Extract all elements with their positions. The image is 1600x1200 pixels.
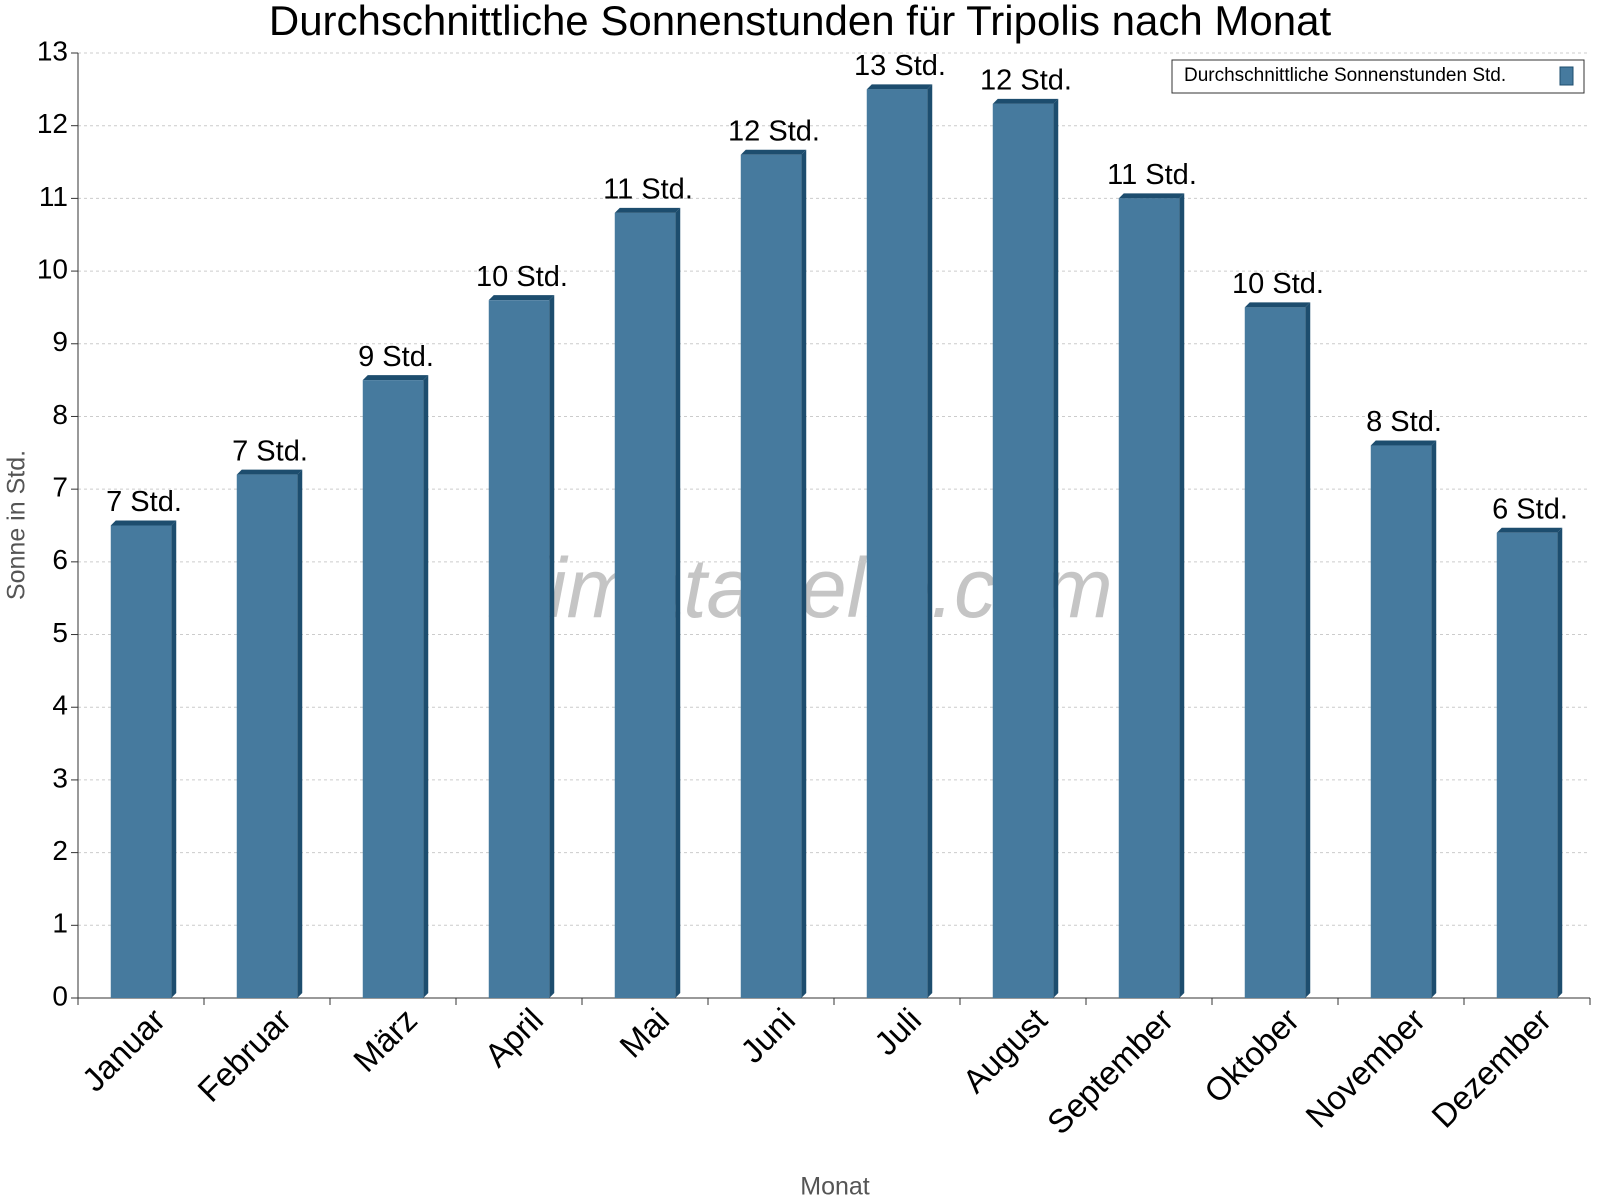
legend: Durchschnittliche Sonnenstunden Std.: [1171, 59, 1585, 94]
y-tick-label: 10: [37, 253, 68, 284]
bar-side: [1557, 527, 1563, 998]
bar-top: [1118, 193, 1185, 199]
bar-top: [992, 98, 1059, 104]
y-axis-title: Sonne in Std.: [3, 450, 31, 600]
bar-top: [1370, 440, 1437, 446]
bar: [236, 474, 298, 999]
y-tick-label: 9: [52, 326, 68, 357]
bar: [110, 525, 172, 998]
y-tick-label: 11: [39, 181, 68, 212]
x-axis-title: Monat: [800, 1173, 870, 1200]
y-tick-label: 6: [52, 544, 68, 575]
value-label: 11 Std.: [1107, 159, 1197, 191]
bar: [866, 89, 928, 999]
bar-top: [1496, 527, 1563, 533]
legend-label: Durchschnittliche Sonnenstunden Std.: [1184, 65, 1506, 86]
legend-swatch: [1559, 66, 1574, 86]
value-label: 10 Std.: [1232, 268, 1324, 300]
value-label: 12 Std.: [728, 115, 820, 147]
bar: [1496, 532, 1558, 998]
y-tick-label: 12: [37, 108, 68, 139]
bar: [1370, 445, 1432, 998]
value-label: 12 Std.: [980, 65, 1072, 97]
bar-top: [866, 84, 933, 90]
bar: [1244, 307, 1306, 998]
bar-side: [801, 149, 807, 998]
bar-side: [171, 520, 177, 998]
y-tick-label: 7: [52, 472, 68, 503]
value-label: 11 Std.: [603, 174, 693, 206]
bar-top: [740, 149, 807, 155]
bar-top: [362, 375, 429, 381]
value-label: 8 Std.: [1366, 406, 1442, 438]
bar-top: [236, 469, 303, 475]
y-tick-label: 8: [52, 399, 68, 430]
value-label: 13 Std.: [854, 50, 946, 82]
bar-side: [423, 375, 429, 999]
bar: [992, 103, 1054, 998]
bar-side: [1431, 440, 1437, 998]
value-label: 10 Std.: [476, 261, 568, 293]
bar: [614, 212, 676, 998]
value-label: 6 Std.: [1492, 493, 1568, 525]
y-tick-label: 0: [52, 980, 68, 1011]
bar-top: [110, 520, 177, 526]
bar: [1118, 198, 1180, 998]
bar: [488, 300, 550, 999]
bar-side: [1053, 98, 1059, 998]
bar-side: [675, 207, 681, 998]
bar-side: [1305, 302, 1311, 998]
y-tick-label: 1: [52, 908, 68, 939]
legend-box: [1171, 59, 1585, 94]
chart-title: Durchschnittliche Sonnenstunden für Trip…: [269, 0, 1332, 44]
bar: [362, 380, 424, 999]
y-tick-label: 13: [37, 35, 68, 66]
bar-side: [549, 295, 555, 999]
bar-top: [614, 207, 681, 213]
bar-top: [488, 295, 555, 301]
value-label: 7 Std.: [232, 435, 308, 467]
bar-side: [927, 84, 933, 999]
bar: [740, 154, 802, 998]
bar-side: [1179, 193, 1185, 998]
y-tick-label: 3: [52, 762, 68, 793]
bar-side: [297, 469, 303, 999]
value-label: 7 Std.: [106, 486, 182, 518]
y-tick-label: 4: [52, 690, 68, 721]
y-tick-label: 5: [52, 617, 68, 648]
value-label: 9 Std.: [358, 341, 434, 373]
y-tick-label: 2: [52, 835, 68, 866]
bar-top: [1244, 302, 1311, 308]
